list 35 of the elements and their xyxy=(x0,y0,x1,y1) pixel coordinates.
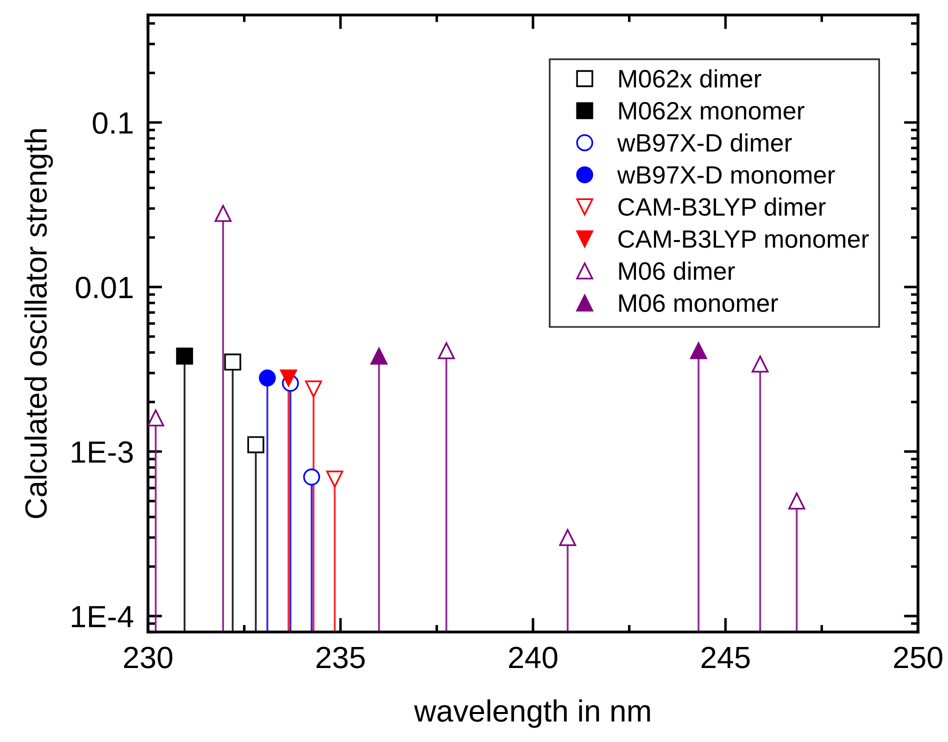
point xyxy=(305,380,322,398)
legend-label: M06 monomer xyxy=(619,294,778,312)
legend-label: wB97X-D monomer xyxy=(617,166,835,184)
legend-label: CAM-B3LYP monomer xyxy=(618,230,869,248)
x-tick-label: 240 xyxy=(509,646,558,668)
legend-label: M06 dimer xyxy=(619,262,735,280)
point xyxy=(326,470,344,488)
point xyxy=(247,436,264,454)
y-axis-title: Calculated oscillator strength xyxy=(24,129,53,518)
legend-label: CAM-B3LYP dimer xyxy=(618,197,826,216)
legend-label: M062x dimer xyxy=(619,69,762,88)
y-tick-label: 0.01 xyxy=(76,276,133,298)
point xyxy=(559,529,576,546)
x-tick-label: 245 xyxy=(702,646,750,668)
x-axis-title: wavelength in nm xyxy=(414,699,650,728)
point xyxy=(788,492,806,510)
point xyxy=(258,369,276,386)
y-tick-label: 0.1 xyxy=(92,112,133,134)
y-tick-label: 1E-4 xyxy=(72,606,134,628)
point xyxy=(303,468,320,486)
point xyxy=(148,409,164,426)
point xyxy=(176,348,194,365)
point xyxy=(280,369,297,386)
point xyxy=(690,342,708,360)
point xyxy=(752,356,769,373)
point xyxy=(370,348,388,365)
legend-label: wB97X-D dimer xyxy=(617,133,792,152)
legend-label: M062x monomer xyxy=(619,102,804,120)
x-tick-label: 230 xyxy=(124,646,172,668)
point xyxy=(224,354,242,370)
point xyxy=(438,342,455,360)
y-tick-label: 1E-3 xyxy=(72,441,133,463)
x-tick-label: 235 xyxy=(316,646,365,668)
x-tick-label: 250 xyxy=(894,646,942,668)
point xyxy=(214,204,232,222)
